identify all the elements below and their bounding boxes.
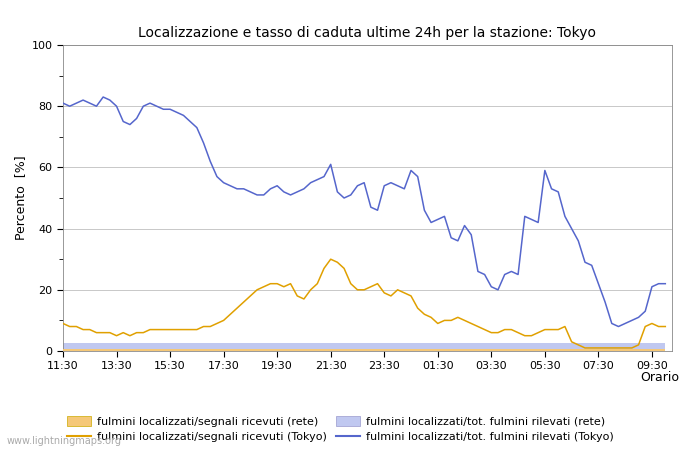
Y-axis label: Percento  [%]: Percento [%] bbox=[15, 156, 27, 240]
Text: www.lightningmaps.org: www.lightningmaps.org bbox=[7, 436, 122, 446]
Title: Localizzazione e tasso di caduta ultime 24h per la stazione: Tokyo: Localizzazione e tasso di caduta ultime … bbox=[139, 26, 596, 40]
Legend: fulmini localizzati/segnali ricevuti (rete), fulmini localizzati/segnali ricevut: fulmini localizzati/segnali ricevuti (re… bbox=[62, 412, 618, 446]
Text: Orario: Orario bbox=[640, 371, 679, 384]
